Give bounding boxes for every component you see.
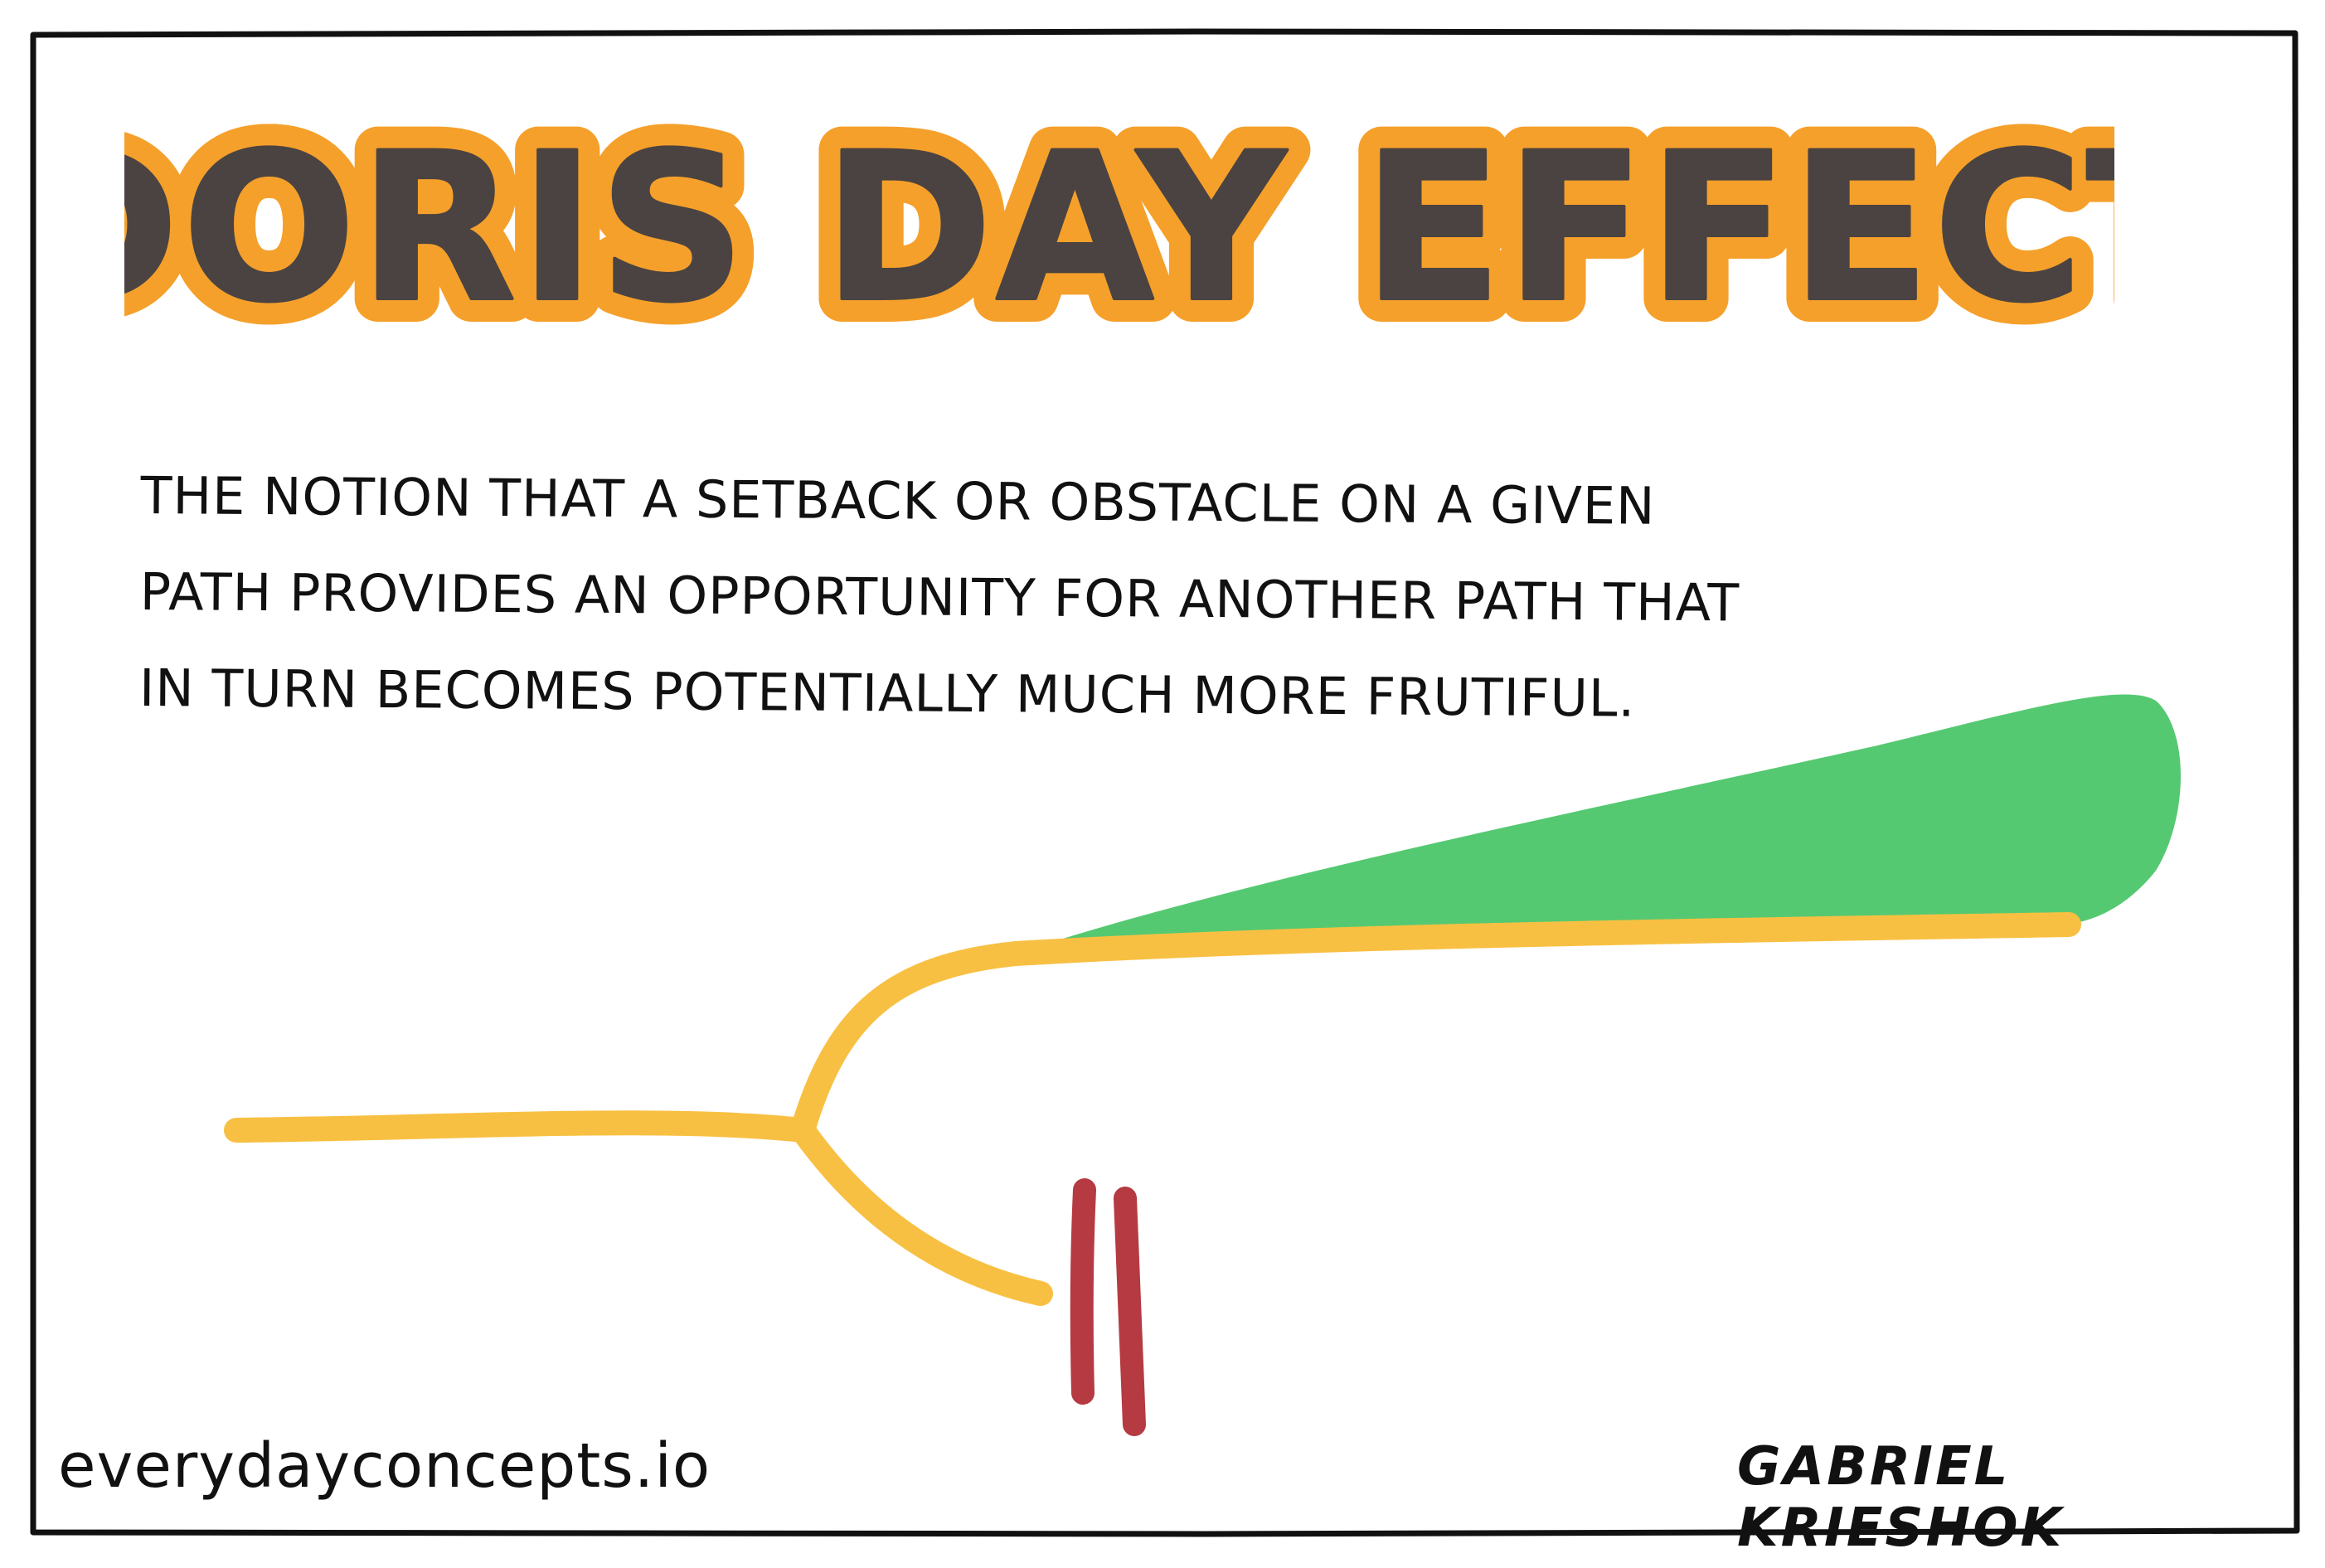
frame-border	[30, 28, 2300, 1537]
alternate-branch	[790, 912, 2081, 1143]
obstacle-barrier-right	[1114, 1187, 1146, 1436]
obstacle-barrier-left	[1070, 1178, 1096, 1405]
initial-path	[224, 1110, 815, 1143]
growth-area	[1016, 694, 2181, 954]
definition-line-1: THE NOTION THAT A SETBACK OR OBSTACLE ON…	[140, 464, 1656, 536]
definition-line-2: PATH PROVIDES AN OPPORTUNITY FOR ANOTHER…	[139, 561, 1740, 634]
author-signature: GABRIEL KRIESHOK	[1737, 1436, 2065, 1559]
definition-text: THE NOTION THAT A SETBACK OR OBSTACLE ON…	[139, 448, 1799, 748]
definition-line-3: IN TURN BECOMES POTENTIALLY MUCH MORE FR…	[138, 657, 1636, 729]
blocked-branch	[790, 1118, 1053, 1306]
website-link[interactable]: everydayconcepts.io	[58, 1430, 711, 1502]
